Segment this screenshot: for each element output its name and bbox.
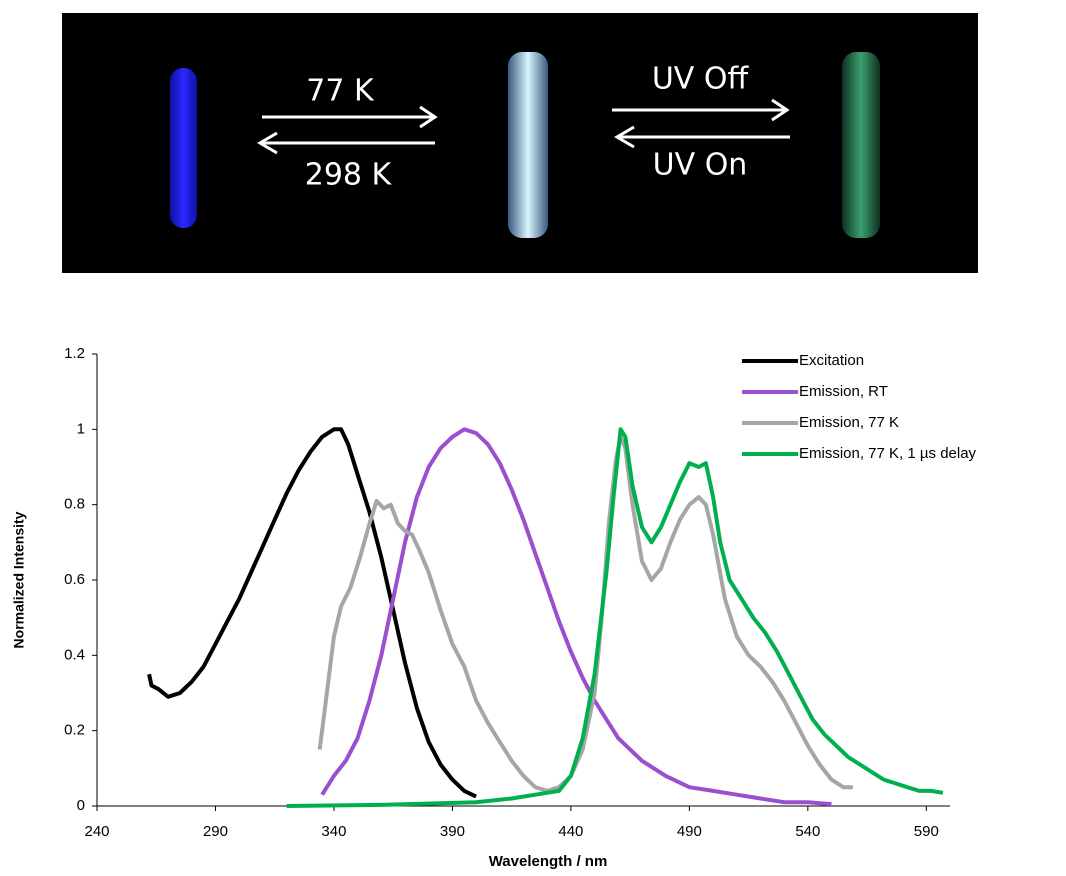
legend-label: Emission, 77 K, 1 µs delay	[799, 445, 977, 462]
y-tick-label: 0.6	[64, 571, 85, 588]
y-tick-label: 0.4	[64, 646, 85, 663]
photo-label: UV Off	[652, 62, 750, 97]
photo: 77 K 298 K UV Off UV On	[62, 13, 978, 273]
y-axis-label: Normalized Intensity	[11, 511, 27, 648]
x-tick-label: 440	[558, 823, 583, 840]
x-tick-label: 540	[795, 823, 820, 840]
x-axis-label: Wavelength / nm	[489, 853, 608, 870]
y-tick-label: 1	[77, 420, 85, 437]
vial	[508, 52, 548, 238]
vial	[170, 68, 197, 228]
x-tick-label: 340	[321, 823, 346, 840]
series-line	[147, 427, 477, 799]
arrows	[257, 98, 790, 155]
x-tick-label: 390	[440, 823, 465, 840]
x-tick-label: 490	[677, 823, 702, 840]
legend-label: Excitation	[799, 352, 864, 369]
photo-label: 77 K	[306, 74, 375, 109]
x-tick-label: 590	[914, 823, 939, 840]
x-tick-label: 290	[203, 823, 228, 840]
photo-label: 298 K	[305, 158, 393, 193]
series-line	[286, 427, 944, 808]
y-tick-label: 1.2	[64, 345, 85, 362]
series-line	[320, 427, 832, 807]
legend-label: Emission, RT	[799, 383, 888, 400]
vial	[842, 52, 880, 238]
series-line	[317, 434, 853, 793]
legend-label: Emission, 77 K	[799, 414, 899, 431]
y-tick-label: 0.2	[64, 722, 85, 739]
y-tick-label: 0.8	[64, 496, 85, 513]
x-tick-label: 240	[84, 823, 109, 840]
y-tick-label: 0	[77, 797, 85, 814]
photo-label: UV On	[653, 148, 748, 183]
